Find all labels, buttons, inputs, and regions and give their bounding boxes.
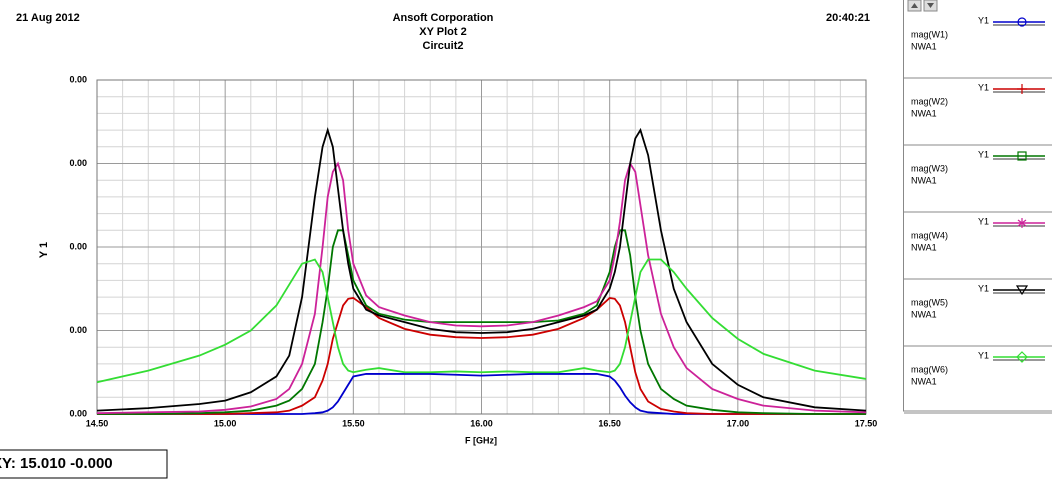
- y-tick-label: 0.00: [69, 241, 87, 251]
- down-icon: [927, 3, 934, 8]
- legend-source: NWA1: [911, 376, 937, 386]
- chart-subtitle: Circuit2: [423, 40, 464, 52]
- y-tick-label: 0.00: [69, 408, 87, 418]
- date: 21 Aug 2012: [16, 12, 80, 24]
- series-line: [97, 229, 866, 415]
- legend-label: mag(W6): [911, 364, 948, 374]
- legend-label: mag(W1): [911, 29, 948, 39]
- legend-source: NWA1: [911, 108, 937, 118]
- x-tick-label: 16.50: [598, 418, 621, 428]
- x-tick-label: 16.00: [470, 418, 493, 428]
- legend-axis: Y1: [978, 82, 989, 92]
- status-box: [0, 449, 168, 479]
- legend-marker: [1017, 17, 1027, 27]
- legend-axis: Y1: [978, 216, 989, 226]
- legend-source: NWA1: [911, 242, 937, 252]
- series-line: [96, 161, 867, 415]
- legend-marker: [1016, 351, 1028, 363]
- x-tick-label: 14.50: [86, 418, 109, 428]
- legend-axis: Y1: [978, 283, 989, 293]
- legend-axis: Y1: [978, 15, 989, 25]
- legend-label: mag(W3): [911, 163, 948, 173]
- series-line: [96, 258, 867, 384]
- chart-title: XY Plot 2: [419, 26, 466, 38]
- y-tick-label: 0.00: [69, 158, 87, 168]
- legend-marker: [1017, 84, 1027, 94]
- series-line: [97, 373, 866, 415]
- x-tick-label: 17.00: [727, 418, 750, 428]
- status-text: XY: 15.010 -0.000: [0, 455, 113, 472]
- legend-marker: [1017, 218, 1027, 228]
- legend-source: NWA1: [911, 175, 937, 185]
- y-tick-label: 0.00: [69, 74, 87, 84]
- x-axis-label: F [GHz]: [465, 435, 497, 445]
- legend-source: NWA1: [911, 309, 937, 319]
- x-tick-label: 17.50: [855, 418, 878, 428]
- y-axis-label: Y 1: [38, 242, 50, 258]
- legend-label: mag(W5): [911, 297, 948, 307]
- series-line: [96, 127, 867, 412]
- legend-marker: [1017, 151, 1027, 161]
- legend-axis: Y1: [978, 350, 989, 360]
- time: 20:40:21: [826, 12, 870, 24]
- plot-border: [96, 79, 867, 415]
- x-tick-label: 15.00: [214, 418, 237, 428]
- legend-marker: [1015, 285, 1029, 296]
- x-tick-label: 15.50: [342, 418, 365, 428]
- series-line: [97, 296, 866, 415]
- legend-axis: Y1: [978, 149, 989, 159]
- legend-label: mag(W4): [911, 230, 948, 240]
- legend-label: mag(W2): [911, 96, 948, 106]
- company: Ansoft Corporation: [393, 12, 494, 24]
- y-tick-label: 0.00: [69, 325, 87, 335]
- legend-source: NWA1: [911, 41, 937, 51]
- up-icon: [911, 3, 918, 8]
- legend-panel: [903, 0, 1052, 412]
